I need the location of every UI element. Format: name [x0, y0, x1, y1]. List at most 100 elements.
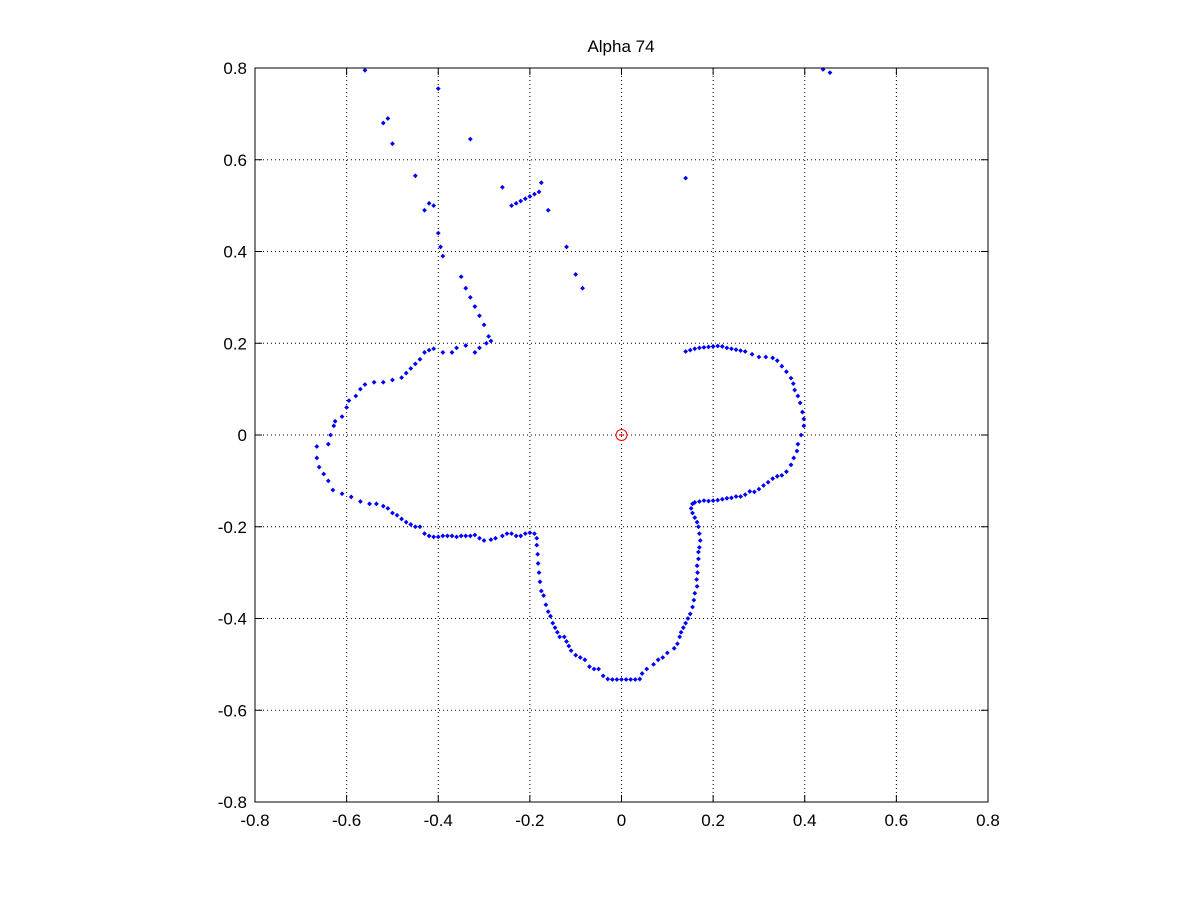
data-point [458, 533, 464, 539]
data-point [694, 583, 700, 589]
data-point [353, 393, 359, 399]
data-point [477, 535, 482, 541]
data-point [314, 455, 320, 461]
data-point [467, 294, 473, 300]
data-point [738, 494, 744, 499]
data-point [797, 400, 803, 406]
data-point [729, 346, 734, 352]
x-tick-label: 0.2 [701, 811, 725, 830]
data-point [488, 338, 494, 344]
data-point [749, 351, 755, 357]
data-point [733, 347, 739, 353]
data-point [394, 512, 400, 518]
data-point [695, 570, 700, 576]
data-point [532, 531, 537, 537]
data-point [518, 533, 524, 539]
data-point [536, 570, 542, 576]
data-point [522, 196, 528, 202]
data-point [655, 657, 661, 663]
data-point [696, 556, 701, 562]
x-tick-label: 0.4 [793, 811, 817, 830]
data-point [701, 498, 707, 504]
data-point [710, 498, 716, 504]
data-point [367, 501, 372, 507]
data-point [458, 274, 464, 280]
data-point [628, 677, 634, 682]
data-point [422, 350, 427, 355]
data-point [696, 345, 702, 351]
data-point [417, 524, 423, 530]
data-point [798, 432, 804, 438]
data-point [454, 534, 459, 540]
data-point [677, 634, 683, 640]
data-point [316, 464, 322, 470]
y-tick-label: 0.6 [223, 151, 247, 170]
data-point [454, 345, 459, 351]
data-point [545, 609, 551, 615]
data-point [733, 494, 739, 499]
data-point [412, 524, 418, 530]
data-point [696, 549, 701, 555]
data-point [534, 542, 540, 548]
data-point [477, 313, 482, 319]
data-point [756, 486, 762, 492]
data-point [362, 67, 368, 73]
data-point [784, 469, 789, 475]
data-point [440, 533, 446, 539]
data-point [696, 524, 701, 530]
data-point [623, 677, 629, 682]
data-point [412, 173, 418, 179]
data-point [426, 533, 432, 539]
data-point [344, 405, 350, 410]
data-point [738, 348, 744, 353]
x-tick-label: 0.8 [976, 811, 1000, 830]
data-point [795, 393, 801, 399]
data-point [554, 629, 560, 635]
data-point [651, 661, 656, 667]
data-point [795, 441, 801, 447]
data-point [467, 533, 473, 539]
data-point [435, 230, 441, 236]
x-tick-label: -0.8 [240, 811, 269, 830]
data-point [486, 333, 492, 339]
data-point [357, 499, 363, 504]
data-point [538, 180, 544, 186]
data-point [690, 510, 695, 516]
data-point [536, 189, 542, 195]
data-point [724, 495, 730, 501]
data-point [691, 597, 697, 603]
data-point [488, 537, 494, 542]
data-point [331, 423, 337, 429]
data-point [504, 531, 510, 537]
data-point [779, 472, 785, 478]
data-point [417, 356, 423, 362]
data-point [573, 272, 579, 277]
data-point [605, 676, 611, 682]
data-point [314, 444, 320, 449]
data-point [742, 349, 748, 354]
data-point [685, 616, 691, 621]
data-point [692, 590, 698, 596]
data-point [683, 620, 689, 626]
data-point [724, 345, 730, 351]
data-point [390, 377, 395, 383]
data-point [674, 641, 680, 647]
data-point [770, 355, 776, 361]
data-point [774, 358, 780, 364]
data-point [440, 253, 446, 259]
data-point [332, 418, 338, 424]
data-point [522, 531, 528, 537]
y-tick-label: -0.4 [218, 610, 247, 629]
data-point [770, 476, 776, 481]
data-point [435, 534, 441, 540]
data-point [463, 285, 469, 291]
data-point [518, 198, 524, 204]
data-point [710, 344, 716, 349]
data-point [325, 441, 331, 447]
data-point [690, 604, 695, 610]
data-point [683, 349, 689, 354]
y-tick-label: -0.6 [218, 701, 247, 720]
data-point [587, 664, 592, 670]
data-point [596, 666, 601, 672]
data-point [481, 322, 487, 328]
